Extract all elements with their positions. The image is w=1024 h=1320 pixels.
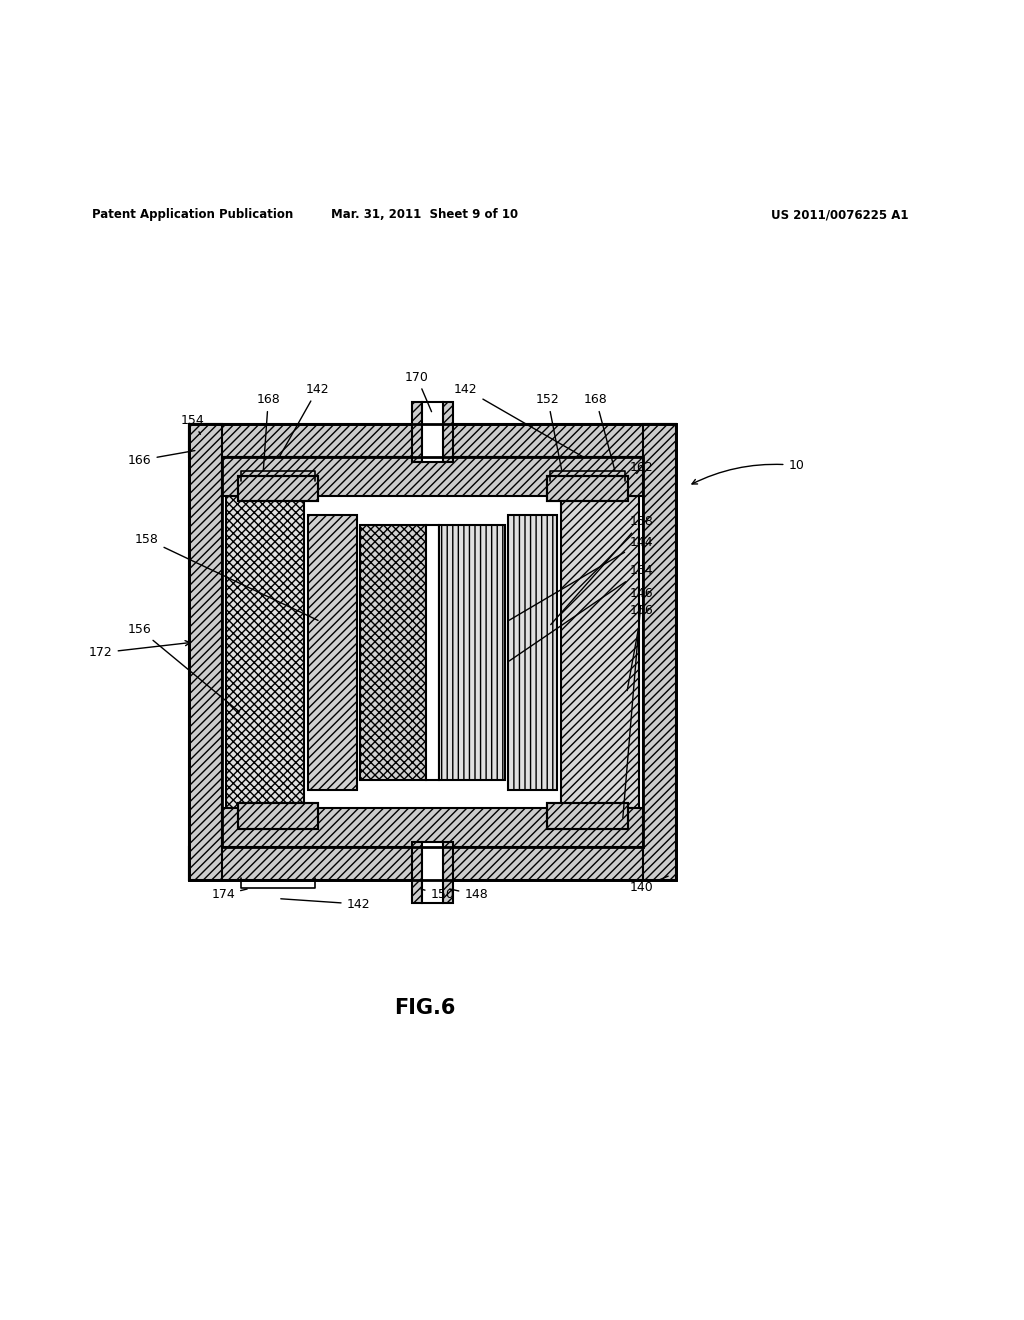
Text: FIG.6: FIG.6	[394, 998, 456, 1018]
Bar	[643, 425, 676, 880]
Bar	[189, 425, 222, 880]
Bar	[238, 804, 318, 829]
Bar	[238, 475, 318, 502]
Bar	[412, 403, 422, 462]
Bar	[547, 475, 628, 502]
Bar	[222, 457, 643, 847]
Bar	[189, 425, 676, 457]
Text: 170: 170	[404, 371, 431, 412]
Text: 152: 152	[536, 393, 561, 470]
Text: 168: 168	[256, 393, 281, 470]
Bar	[422, 403, 442, 462]
Bar	[189, 425, 676, 880]
Text: 144: 144	[509, 536, 653, 620]
Text: 158: 158	[551, 515, 653, 624]
Text: 142: 142	[280, 383, 330, 457]
Bar	[547, 804, 628, 829]
Text: 10: 10	[692, 459, 805, 484]
Text: 172: 172	[89, 640, 190, 659]
Text: 142: 142	[281, 898, 371, 911]
Text: 142: 142	[454, 383, 585, 458]
Bar	[238, 475, 318, 502]
Text: 154: 154	[180, 413, 205, 434]
Text: Mar. 31, 2011  Sheet 9 of 10: Mar. 31, 2011 Sheet 9 of 10	[332, 209, 518, 220]
Text: 168: 168	[584, 393, 614, 470]
Bar	[226, 496, 304, 808]
Text: 156: 156	[627, 605, 653, 690]
Bar	[222, 457, 643, 847]
Bar	[442, 403, 453, 462]
Text: 150: 150	[421, 888, 455, 902]
Text: 174: 174	[211, 888, 247, 902]
Bar	[422, 842, 442, 903]
Bar	[412, 842, 422, 903]
Text: 146: 146	[623, 587, 653, 818]
Bar	[442, 842, 453, 903]
Text: 140: 140	[630, 876, 669, 894]
Text: US 2011/0076225 A1: US 2011/0076225 A1	[771, 209, 908, 220]
Bar	[238, 804, 318, 829]
Bar	[222, 808, 643, 847]
Bar	[547, 804, 628, 829]
Bar	[426, 525, 438, 780]
Text: 166: 166	[128, 450, 195, 467]
Text: 164: 164	[509, 565, 653, 661]
Bar	[360, 525, 426, 780]
Bar	[308, 515, 357, 791]
Bar	[438, 525, 505, 780]
Text: 158: 158	[135, 533, 318, 620]
Bar	[561, 496, 639, 808]
Bar	[547, 475, 628, 502]
Text: 162: 162	[630, 461, 653, 474]
Text: 148: 148	[450, 888, 488, 902]
Bar	[222, 457, 643, 496]
Text: Patent Application Publication: Patent Application Publication	[92, 209, 294, 220]
Bar	[189, 425, 676, 880]
Bar	[189, 847, 676, 880]
Text: 156: 156	[128, 623, 240, 711]
Bar	[508, 515, 557, 791]
